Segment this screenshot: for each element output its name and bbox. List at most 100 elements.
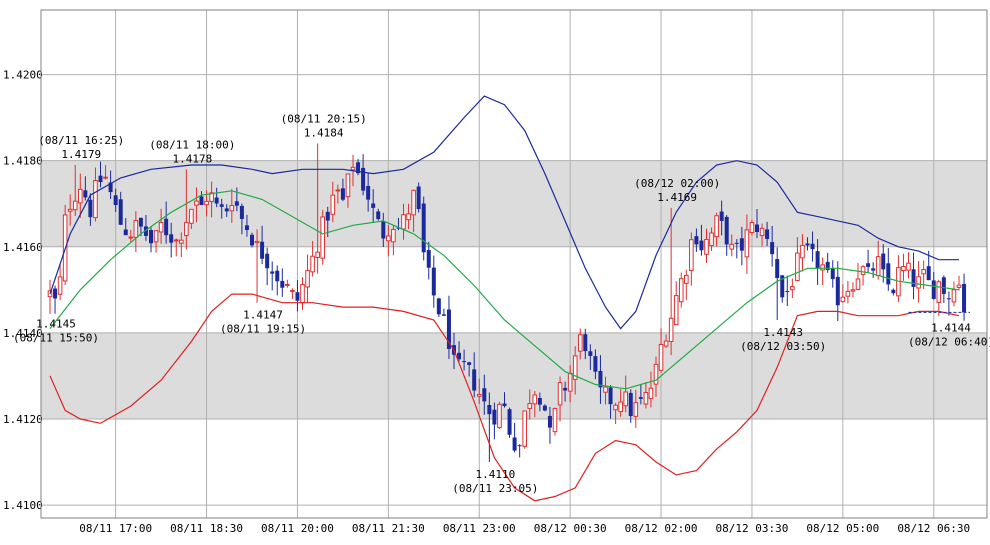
candle-body-down bbox=[512, 437, 517, 451]
candle-body-up bbox=[179, 239, 184, 244]
candle-body-down bbox=[770, 242, 775, 255]
candle-body-up bbox=[290, 289, 295, 292]
candle-body-down bbox=[356, 162, 361, 174]
candle-body-down bbox=[694, 236, 699, 245]
candle-body-up bbox=[875, 256, 881, 277]
candle-body-up bbox=[951, 289, 957, 303]
candle-body-down bbox=[431, 267, 436, 296]
candle-body-up bbox=[653, 363, 659, 385]
candle-body-down bbox=[739, 238, 744, 251]
candle-body-up bbox=[254, 240, 260, 244]
candle-body-up bbox=[845, 290, 851, 297]
candle-body-up bbox=[310, 255, 315, 273]
candle-body-up bbox=[668, 317, 674, 342]
candle-body-up bbox=[320, 216, 325, 259]
candle-body-down bbox=[239, 205, 244, 219]
candle-body-up bbox=[795, 252, 800, 282]
candle-body-down bbox=[537, 397, 542, 405]
candle-body-down bbox=[467, 362, 472, 365]
candle-body-up bbox=[840, 296, 846, 303]
candle-body-down bbox=[785, 291, 790, 293]
candle-body-down bbox=[280, 280, 285, 288]
candle-body-down bbox=[598, 370, 603, 388]
x-tick-label: 08/12 00:30 bbox=[534, 522, 607, 535]
candle-body-up bbox=[315, 251, 320, 258]
candle-body-down bbox=[881, 253, 886, 270]
annotation-value: 1.4147 bbox=[243, 309, 283, 322]
candle-body-down bbox=[396, 227, 401, 229]
candle-body-down bbox=[502, 403, 507, 407]
candle-body-up bbox=[572, 355, 578, 380]
annotation-time: (08/11 20:15) bbox=[281, 112, 367, 125]
annotation-time: (08/11 23:05) bbox=[452, 482, 538, 495]
candle-body-up bbox=[709, 232, 714, 247]
candle-body-down bbox=[371, 203, 376, 208]
candle-body-down bbox=[265, 253, 270, 269]
candle-body-down bbox=[462, 361, 467, 363]
candle-body-down bbox=[149, 230, 153, 244]
middle-moving-average bbox=[49, 190, 960, 390]
candle-body-down bbox=[169, 234, 174, 243]
candle-body-up bbox=[527, 403, 533, 409]
candle-body-down bbox=[421, 203, 426, 253]
candle-body-down bbox=[775, 259, 780, 279]
annotation-value: 1.4179 bbox=[61, 148, 101, 161]
candle-body-up bbox=[209, 192, 214, 202]
candle-body-down bbox=[815, 251, 820, 269]
candle-body-up bbox=[557, 382, 563, 406]
candle-body-up bbox=[921, 269, 926, 275]
candle-body-up bbox=[391, 228, 396, 243]
x-tick-label: 08/12 05:00 bbox=[806, 522, 879, 535]
candle-body-up bbox=[860, 266, 866, 275]
candle-body-down bbox=[376, 211, 381, 220]
candle-body-up bbox=[643, 392, 649, 405]
candle-body-down bbox=[805, 243, 810, 246]
candle-body-up bbox=[103, 176, 108, 179]
candle-body-down bbox=[810, 243, 815, 250]
candle-body-up bbox=[603, 386, 608, 393]
candle-body-up bbox=[663, 340, 669, 347]
shaded-band bbox=[41, 160, 987, 247]
annotation-time: (08/12 06:40) bbox=[908, 336, 990, 349]
candle-body-up bbox=[916, 276, 921, 289]
candle-body-down bbox=[446, 309, 451, 349]
candle-body-up bbox=[678, 278, 684, 303]
candle-body-down bbox=[108, 182, 113, 193]
annotation-value: 1.4184 bbox=[304, 126, 344, 139]
candle-body-up bbox=[623, 391, 629, 407]
candle-body-down bbox=[416, 186, 421, 210]
candle-body-down bbox=[214, 197, 219, 204]
candle-body-up bbox=[658, 343, 664, 371]
candle-body-down bbox=[583, 334, 588, 352]
y-tick-label: 1.4120 bbox=[3, 413, 43, 426]
candle-body-up bbox=[633, 402, 639, 417]
candle-body-up bbox=[522, 410, 528, 447]
x-tick-label: 08/12 02:00 bbox=[625, 522, 698, 535]
candle-body-down bbox=[542, 405, 547, 411]
candle-body-down bbox=[426, 250, 431, 268]
candle-body-up bbox=[850, 289, 856, 292]
candle-body-up bbox=[133, 219, 139, 238]
annotation-value: 1.4178 bbox=[172, 152, 212, 165]
candle-body-up bbox=[618, 401, 623, 413]
candle-body-down bbox=[891, 289, 896, 294]
candle-body-down bbox=[962, 283, 967, 313]
candle-body-down bbox=[911, 269, 916, 287]
annotation-time: (08/12 02:00) bbox=[634, 177, 720, 190]
candle-body-up bbox=[577, 334, 583, 352]
candle-body-up bbox=[128, 236, 134, 239]
candle-body-up bbox=[78, 188, 83, 204]
candle-body-down bbox=[98, 175, 103, 183]
candle-body-up bbox=[855, 278, 861, 290]
candle-body-up bbox=[173, 239, 179, 242]
candle-body-up bbox=[901, 265, 906, 272]
candle-body-up bbox=[673, 295, 679, 326]
candle-body-up bbox=[300, 284, 305, 304]
candle-body-down bbox=[830, 268, 835, 280]
candle-body-up bbox=[401, 214, 406, 230]
candle-body-down bbox=[588, 351, 593, 356]
candle-body-down bbox=[138, 217, 143, 227]
candle-body-down bbox=[270, 271, 275, 274]
candle-body-down bbox=[780, 275, 785, 298]
